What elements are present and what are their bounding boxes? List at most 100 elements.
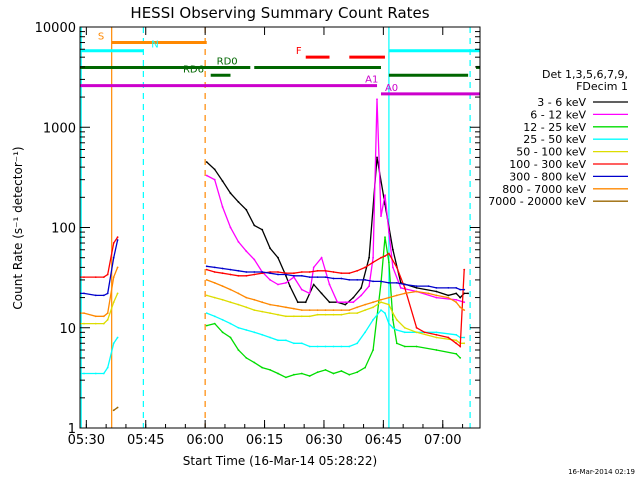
series-point-5-27 — [356, 269, 359, 272]
series-point-2-3 — [221, 331, 224, 334]
legend-label-5: 100 - 300 keV — [509, 158, 586, 171]
series-point-6-26 — [348, 279, 351, 281]
series-line-3 — [80, 309, 465, 375]
series-point-7-2 — [94, 315, 97, 318]
series-point-5-11 — [229, 273, 232, 276]
series-line-2 — [206, 237, 461, 379]
series-point-6-12 — [237, 269, 240, 272]
series-point-3-25 — [340, 345, 343, 348]
series-point-7-6 — [116, 266, 119, 269]
series-point-5-9 — [213, 271, 216, 273]
series-point-7-36 — [435, 294, 438, 297]
series-point-2-9 — [269, 369, 271, 371]
series-point-1-28 — [392, 266, 394, 269]
series-point-7-20 — [300, 309, 303, 311]
series-point-3-22 — [316, 345, 319, 348]
series-group-3 — [80, 309, 466, 375]
series-point-5-6 — [116, 236, 119, 239]
series-point-4-28 — [364, 309, 366, 311]
series-point-4-3 — [102, 322, 105, 325]
series-point-4-23 — [324, 313, 327, 316]
series-point-7-25 — [340, 309, 343, 311]
legend-label-2: 12 - 25 keV — [523, 121, 586, 134]
series-point-3-20 — [300, 342, 303, 345]
status-bar-label-8: RD6 — [183, 64, 204, 75]
series-point-3-5 — [112, 342, 115, 345]
series-group-7 — [80, 266, 466, 318]
series-point-6-40 — [463, 288, 466, 291]
series-point-6-38 — [455, 287, 458, 289]
series-point-0-32 — [447, 294, 450, 297]
series-point-7-18 — [285, 306, 287, 309]
series-point-0-19 — [320, 292, 323, 295]
series-point-7-11 — [229, 288, 232, 291]
series-point-4-30 — [380, 301, 382, 304]
series-point-7-29 — [372, 301, 374, 304]
series-point-2-14 — [308, 375, 311, 377]
series-point-1-12 — [293, 276, 295, 278]
series-point-6-15 — [261, 271, 264, 273]
series-point-7-33 — [403, 292, 406, 295]
series-point-2-29 — [415, 345, 418, 348]
series-point-1-13 — [300, 288, 303, 291]
series-point-1-7 — [253, 258, 256, 261]
status-bar-label-0: S — [98, 32, 104, 43]
series-point-3-35 — [403, 331, 406, 334]
series-point-6-13 — [245, 271, 248, 273]
series-point-7-35 — [427, 292, 430, 295]
y-tick-label-0: 1 — [68, 422, 76, 437]
series-point-4-15 — [261, 310, 264, 313]
series-point-6-29 — [372, 280, 374, 283]
series-point-5-30 — [380, 256, 382, 259]
series-point-7-15 — [261, 301, 264, 304]
series-point-6-4 — [106, 292, 109, 295]
series-point-1-33 — [463, 301, 466, 304]
series-point-1-32 — [455, 298, 458, 301]
series-point-2-4 — [229, 336, 232, 339]
series-point-0-13 — [277, 256, 279, 259]
series-point-7-28 — [364, 303, 366, 306]
series-point-6-23 — [324, 276, 327, 278]
x-tick-label-0: 05:30 — [68, 433, 105, 448]
series-point-0-22 — [344, 303, 347, 306]
series-point-3-19 — [293, 342, 295, 345]
series-point-0-15 — [289, 285, 291, 287]
series-point-4-24 — [332, 313, 335, 316]
series-point-0-10 — [253, 224, 256, 227]
series-point-5-8 — [205, 268, 208, 271]
series-point-3-24 — [332, 345, 335, 348]
series-point-0-30 — [415, 287, 418, 289]
series-point-5-18 — [285, 272, 287, 275]
series-point-4-5 — [112, 301, 115, 304]
series-point-5-29 — [372, 261, 374, 264]
series-point-7-4 — [106, 312, 109, 314]
series-point-4-26 — [348, 312, 351, 314]
series-point-5-38 — [447, 336, 450, 339]
series-point-0-5 — [213, 168, 216, 171]
series-line-4 — [80, 293, 465, 344]
x-tick-label-5: 06:45 — [365, 433, 402, 448]
series-point-2-17 — [332, 372, 335, 375]
series-point-2-12 — [293, 373, 295, 376]
series-point-4-11 — [229, 301, 232, 304]
series-point-6-6 — [116, 239, 119, 241]
legend-label-6: 300 - 800 keV — [509, 170, 586, 183]
series-point-2-20 — [356, 371, 359, 374]
series-point-2-18 — [340, 370, 343, 372]
series-point-7-3 — [102, 315, 105, 318]
series-point-3-38 — [455, 333, 458, 336]
series-point-6-5 — [112, 256, 115, 259]
series-point-5-21 — [308, 271, 311, 273]
series-line-5 — [80, 236, 465, 348]
series-point-0-20 — [328, 301, 331, 304]
series-point-7-12 — [237, 292, 240, 295]
series-point-4-4 — [106, 318, 109, 321]
series-point-8-2 — [116, 406, 119, 409]
series-point-2-22 — [372, 349, 374, 351]
series-group-5 — [80, 236, 466, 348]
series-line-0 — [206, 157, 469, 306]
series-point-6-11 — [229, 268, 232, 271]
series-point-7-37 — [447, 296, 450, 299]
series-point-2-10 — [277, 372, 279, 375]
